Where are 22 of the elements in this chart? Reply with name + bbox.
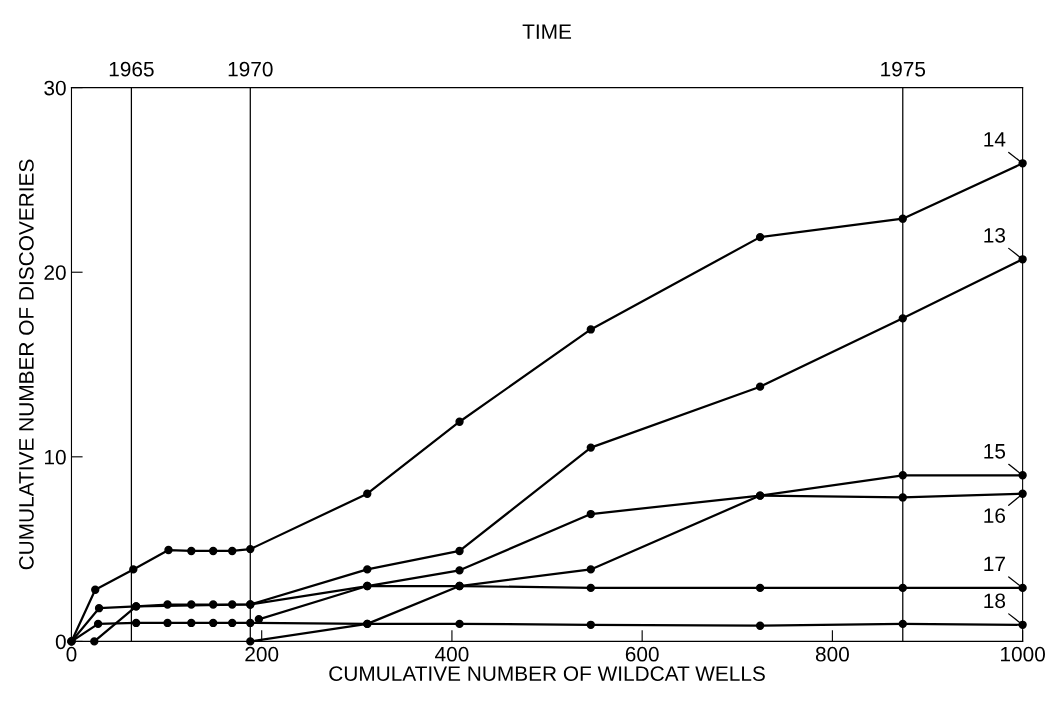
legend-label: 18 bbox=[984, 593, 1006, 609]
x-tick-label: 200 bbox=[245, 646, 279, 662]
x-tick-label: 600 bbox=[625, 646, 659, 662]
text: 1970 bbox=[228, 61, 273, 77]
text: 1965 bbox=[109, 61, 154, 77]
text: 1975 bbox=[881, 61, 926, 77]
x-tick-label: 400 bbox=[435, 646, 469, 662]
x-axis-title: CUMULATIVE NUMBER OF WILDCAT WELLS bbox=[329, 666, 765, 681]
y-tick-label: 30 bbox=[44, 80, 66, 96]
y-axis-title: CUMULATIVE NUMBER OF DISCOVERIES bbox=[19, 159, 34, 570]
x-tick-label: 800 bbox=[815, 646, 849, 662]
series-label: 13 bbox=[984, 227, 1006, 243]
series-label: 17 bbox=[984, 556, 1005, 572]
text: TIME bbox=[522, 24, 572, 39]
y-tick-label: 10 bbox=[45, 449, 66, 465]
y-tick-label: 20 bbox=[44, 265, 66, 280]
x-tick-label: 1000 bbox=[1001, 646, 1045, 662]
series-label: 15 bbox=[984, 444, 1006, 459]
x-tick-label: 0 bbox=[66, 646, 77, 662]
series-label: 14 bbox=[984, 132, 1006, 147]
y-tick-label: 0 bbox=[55, 634, 66, 650]
legend-label: 16 bbox=[984, 508, 1006, 523]
